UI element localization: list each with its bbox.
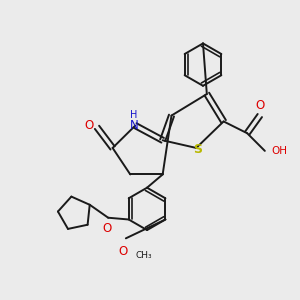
Text: S: S [193,143,202,156]
Text: O: O [102,222,111,235]
Text: OH: OH [271,146,287,157]
Text: CH₃: CH₃ [135,251,152,260]
Text: H: H [130,110,137,120]
Text: O: O [255,99,265,112]
Text: O: O [118,245,128,258]
Text: O: O [85,119,94,132]
Text: N: N [129,119,138,132]
